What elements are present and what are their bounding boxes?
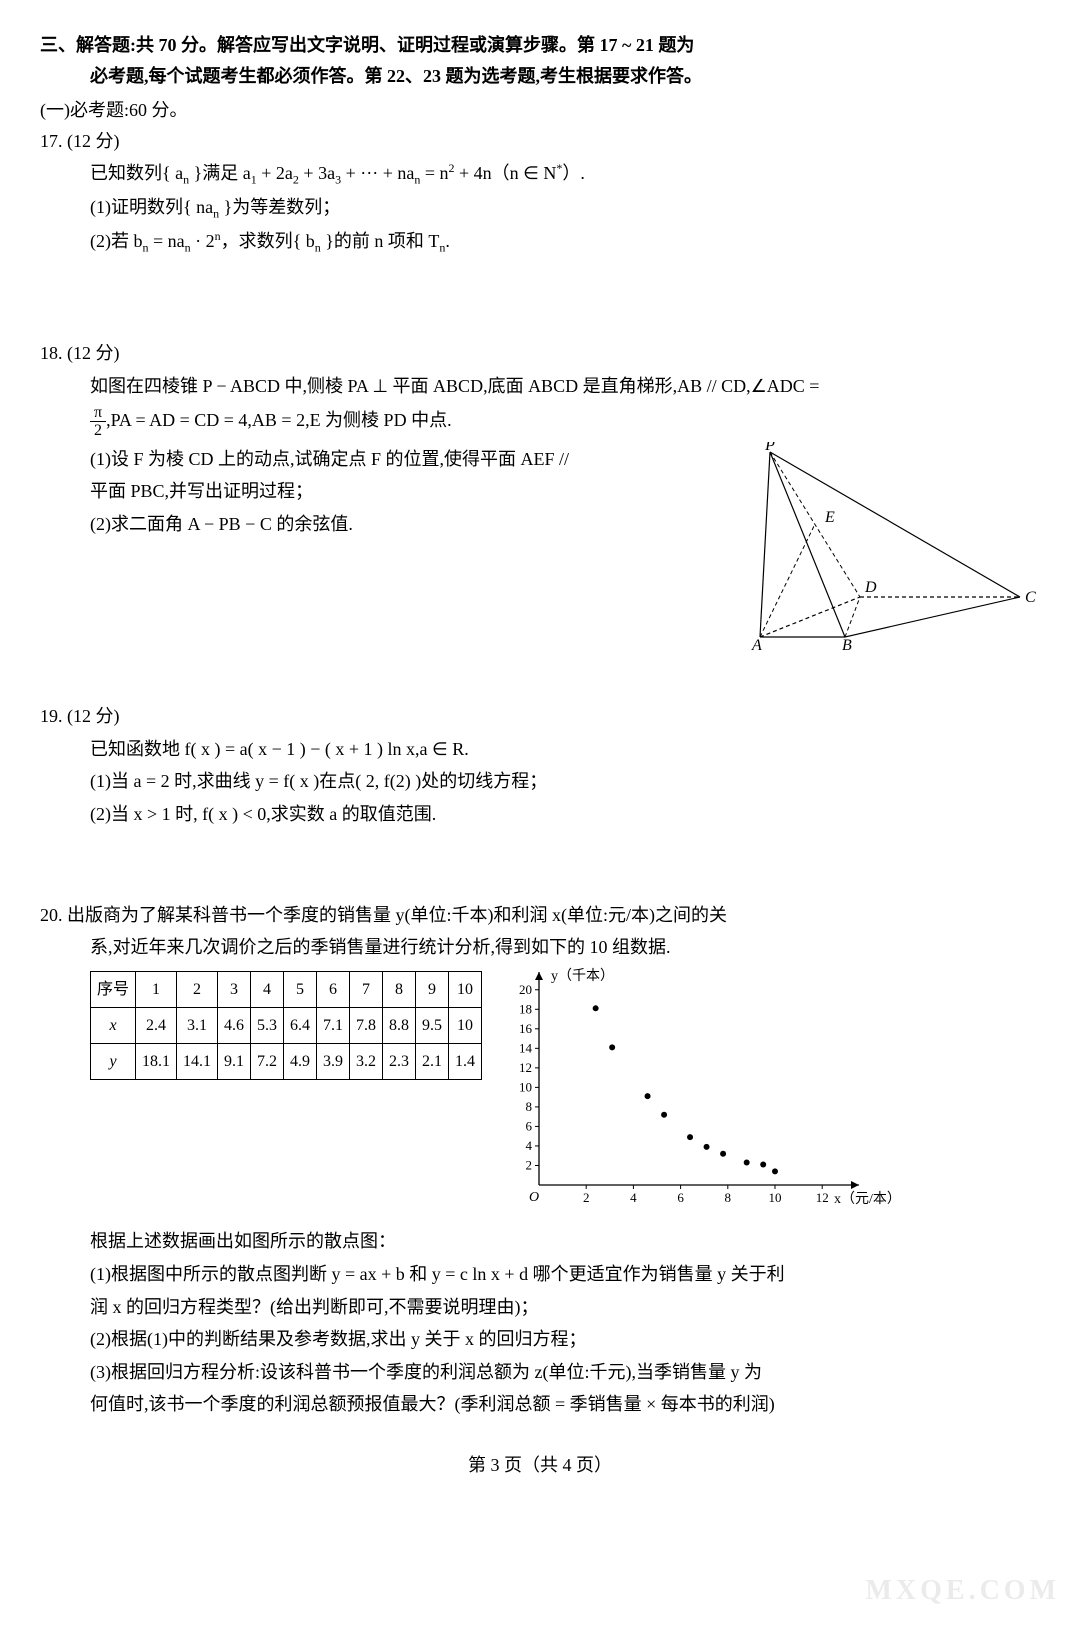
table-cell: 9.5 (416, 1008, 449, 1044)
table-header-cell: 8 (383, 971, 416, 1007)
problem-number: 19. (40, 706, 63, 726)
table-cell: 18.1 (136, 1044, 177, 1080)
data-table-wrap: 序号12345678910x2.43.14.65.36.47.17.88.89.… (90, 965, 482, 1087)
svg-text:8: 8 (725, 1190, 732, 1205)
table-cell: x (91, 1008, 136, 1044)
table-cell: 9.1 (218, 1044, 251, 1080)
svg-text:O: O (529, 1190, 539, 1205)
table-cell: 3.2 (350, 1044, 383, 1080)
p20-l7: (3)根据回归方程分析:设该科普书一个季度的利润总额为 z(单位:千元),当季销… (90, 1357, 1040, 1388)
p17-line2: (1)证明数列{ nan }为等差数列； (90, 192, 1040, 224)
table-cell: 7.1 (317, 1008, 350, 1044)
table-cell: 7.2 (251, 1044, 284, 1080)
table-cell: 2.1 (416, 1044, 449, 1080)
scatter-chart: 2 4 6 8 10 12 2 4 6 8 10 12 14 16 18 20 Oy（千本） x（元/本） (494, 965, 1040, 1225)
table-cell: 4.6 (218, 1008, 251, 1044)
svg-text:A: A (751, 637, 762, 652)
p20-l1: 出版商为了解某科普书一个季度的销售量 y(单位:千本)和利润 x(单位:元/本)… (67, 905, 727, 925)
svg-text:D: D (864, 579, 877, 596)
table-cell: 7.8 (350, 1008, 383, 1044)
svg-text:18: 18 (519, 1001, 532, 1016)
fraction-pi-2: π 2 (90, 404, 106, 440)
table-cell: 2.3 (383, 1044, 416, 1080)
table-cell: 3.9 (317, 1044, 350, 1080)
svg-text:4: 4 (526, 1138, 533, 1153)
problem-17: 17. (12 分) 已知数列{ an }满足 a1 + 2a2 + 3a3 +… (40, 126, 1040, 259)
problem-number: 20. (40, 905, 63, 925)
table-cell: 4.9 (284, 1044, 317, 1080)
table-cell: 10 (449, 1008, 482, 1044)
p19-l1: 已知函数地 f( x ) = a( x − 1 ) − ( x + 1 ) ln… (90, 734, 1040, 765)
p18-l1: 如图在四棱锥 P − ABCD 中,侧棱 PA ⊥ 平面 ABCD,底面 ABC… (90, 371, 1040, 402)
problem-number: 18. (40, 343, 63, 363)
table-header-cell: 1 (136, 971, 177, 1007)
svg-text:2: 2 (583, 1190, 590, 1205)
svg-text:4: 4 (630, 1190, 637, 1205)
table-cell: y (91, 1044, 136, 1080)
table-cell: 3.1 (177, 1008, 218, 1044)
svg-text:2: 2 (526, 1157, 533, 1172)
table-header-cell: 5 (284, 971, 317, 1007)
svg-text:14: 14 (519, 1040, 533, 1055)
problem-20: 20. 出版商为了解某科普书一个季度的销售量 y(单位:千本)和利润 x(单位:… (40, 900, 1040, 1420)
p19-l2: (1)当 a = 2 时,求曲线 y = f( x )在点( 2, f(2) )… (90, 766, 1040, 797)
problem-18: 18. (12 分) 如图在四棱锥 P − ABCD 中,侧棱 PA ⊥ 平面 … (40, 338, 1040, 661)
table-header-cell: 3 (218, 971, 251, 1007)
p18-l3: (1)设 F 为棱 CD 上的动点,试确定点 F 的位置,使得平面 AEF // (90, 444, 720, 475)
svg-text:8: 8 (526, 1099, 533, 1114)
p20-l4: (1)根据图中所示的散点图判断 y = ax + b 和 y = c ln x … (90, 1259, 1040, 1290)
p20-l8: 何值时,该书一个季度的利润总额预报值最大？(季利润总额 = 季销售量 × 每本书… (90, 1389, 1040, 1420)
page-footer: 第 3 页（共 4 页） (40, 1450, 1040, 1481)
table-header-cell: 9 (416, 971, 449, 1007)
table-cell: 2.4 (136, 1008, 177, 1044)
svg-text:P: P (764, 442, 775, 454)
svg-text:10: 10 (769, 1190, 782, 1205)
problem-19: 19. (12 分) 已知函数地 f( x ) = a( x − 1 ) − (… (40, 701, 1040, 829)
p17-line3: (2)若 bn = nan · 2n，求数列{ bn }的前 n 项和 Tn. (90, 226, 1040, 258)
svg-text:20: 20 (519, 982, 532, 997)
section-header: 三、解答题:共 70 分。解答应写出文字说明、证明过程或演算步骤。第 17 ~ … (40, 30, 1040, 91)
p19-l3: (2)当 x > 1 时, f( x ) < 0,求实数 a 的取值范围. (90, 799, 1040, 830)
problem-number: 17. (40, 131, 63, 151)
p20-l5: 润 x 的回归方程类型？(给出判断即可,不需要说明理由)； (90, 1292, 1040, 1323)
p20-l3: 根据上述数据画出如图所示的散点图： (90, 1226, 1040, 1257)
pyramid-diagram: P E D C A B (730, 442, 1040, 662)
table-cell: 14.1 (177, 1044, 218, 1080)
svg-text:y（千本）: y（千本） (551, 968, 614, 984)
watermark: MXQE.COM (865, 1567, 1060, 1615)
svg-text:x（元/本）: x（元/本） (834, 1191, 901, 1207)
table-header-cell: 10 (449, 971, 482, 1007)
section-sub: (一)必考题:60 分。 (40, 95, 1040, 126)
problem-points: (12 分) (67, 706, 120, 726)
table-header-cell: 6 (317, 971, 350, 1007)
table-header-cell: 序号 (91, 971, 136, 1007)
section-title-l1: 三、解答题:共 70 分。解答应写出文字说明、证明过程或演算步骤。第 17 ~ … (40, 35, 694, 55)
table-cell: 6.4 (284, 1008, 317, 1044)
svg-text:B: B (842, 637, 852, 652)
p18-l4: 平面 PBC,并写出证明过程； (90, 476, 720, 507)
table-cell: 5.3 (251, 1008, 284, 1044)
svg-text:10: 10 (519, 1079, 532, 1094)
p20-l2: 系,对近年来几次调价之后的季销售量进行统计分析,得到如下的 10 组数据. (90, 932, 1040, 963)
svg-text:C: C (1025, 589, 1036, 606)
table-header-cell: 7 (350, 971, 383, 1007)
svg-text:6: 6 (526, 1118, 533, 1133)
svg-text:12: 12 (816, 1190, 829, 1205)
table-cell: 1.4 (449, 1044, 482, 1080)
table-header-cell: 2 (177, 971, 218, 1007)
p18-l2: π 2 ,PA = AD = CD = 4,AB = 2,E 为侧棱 PD 中点… (90, 404, 1040, 440)
p17-line1: 已知数列{ an }满足 a1 + 2a2 + 3a3 + ··· + nan … (90, 158, 1040, 190)
p20-l6: (2)根据(1)中的判断结果及参考数据,求出 y 关于 x 的回归方程； (90, 1324, 1040, 1355)
svg-text:E: E (824, 509, 835, 526)
svg-text:16: 16 (519, 1021, 533, 1036)
section-title-l2: 必考题,每个试题考生都必须作答。第 22、23 题为选考题,考生根据要求作答。 (40, 61, 702, 92)
problem-points: (12 分) (67, 343, 120, 363)
svg-text:12: 12 (519, 1060, 532, 1075)
data-table: 序号12345678910x2.43.14.65.36.47.17.88.89.… (90, 971, 482, 1081)
table-cell: 8.8 (383, 1008, 416, 1044)
svg-text:6: 6 (677, 1190, 684, 1205)
p18-l5: (2)求二面角 A − PB − C 的余弦值. (90, 509, 720, 540)
problem-points: (12 分) (67, 131, 120, 151)
table-header-cell: 4 (251, 971, 284, 1007)
